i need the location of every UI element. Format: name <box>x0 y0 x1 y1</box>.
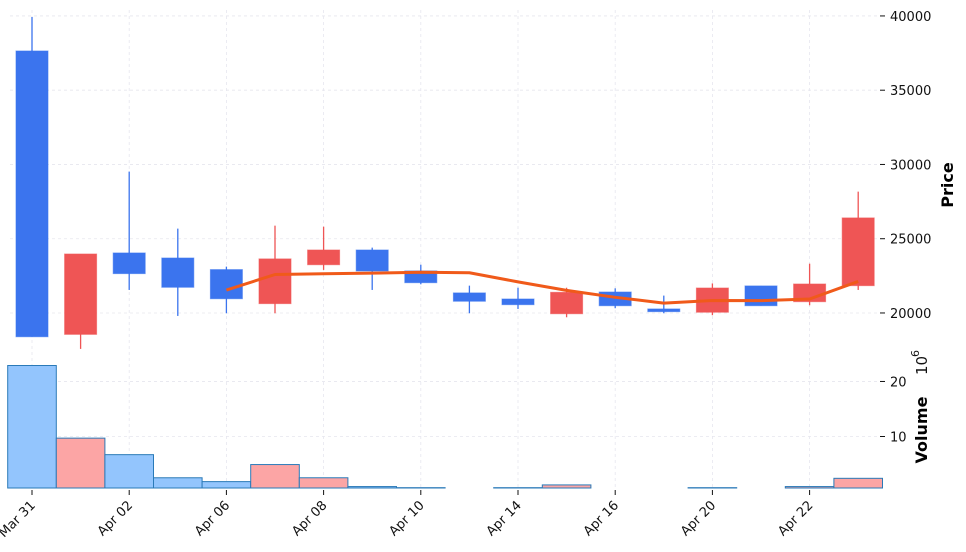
candle-body <box>64 253 98 335</box>
volume-bar <box>250 464 300 489</box>
volume-bar <box>104 454 154 489</box>
candle-body <box>258 258 292 305</box>
price-tick-label: 40000 <box>890 10 931 25</box>
volume-bar <box>55 437 106 489</box>
price-axis-ticks: 20000 25000 30000 35000 40000 <box>880 10 931 322</box>
volume-bar <box>7 365 57 489</box>
grid <box>10 10 878 488</box>
price-axis-label: Price <box>938 162 957 208</box>
volume-axis-label: Volume <box>912 396 931 463</box>
volume-tick-label: 20 <box>890 375 907 390</box>
candle-body <box>647 308 681 313</box>
candle-body <box>452 292 486 302</box>
volume-axis-label-group: Volume 10 6 <box>909 350 931 463</box>
volume-exponent: 10 <box>913 356 931 375</box>
date-tick-label: Apr 06 <box>192 498 233 539</box>
date-tick-label: Mar 31 <box>0 498 39 541</box>
volume-bar <box>347 486 397 489</box>
candles <box>15 16 875 349</box>
date-tick-label: Apr 14 <box>484 498 525 539</box>
volume-tick-label: 10 <box>890 430 907 445</box>
candle-body <box>841 217 875 287</box>
date-tick-label: Apr 16 <box>581 498 622 539</box>
candle-body <box>161 257 195 288</box>
price-tick-label: 25000 <box>890 233 931 248</box>
volume-bar <box>201 481 252 489</box>
candle-body <box>550 291 584 315</box>
price-tick-label: 30000 <box>890 158 931 173</box>
moving-average-line <box>225 270 859 305</box>
candle-body <box>112 252 146 275</box>
candle-body <box>15 50 49 338</box>
candle-body <box>744 285 778 307</box>
date-tick-label: Apr 10 <box>386 498 427 539</box>
price-tick-label: 35000 <box>890 84 931 99</box>
date-tick-label: Apr 08 <box>289 498 330 539</box>
volume-bar <box>784 486 835 489</box>
volume-bar <box>541 484 592 489</box>
volume-exponent-power: 6 <box>909 350 922 357</box>
price-tick-label: 20000 <box>890 307 931 322</box>
candle-body <box>355 249 389 272</box>
x-axis-ticks: Mar 31 Apr 02 Apr 06 Apr 08 Apr 10 Apr 14 Apr … <box>0 490 816 541</box>
candle-body <box>307 249 341 266</box>
volume-bar <box>153 477 203 489</box>
date-tick-label: Apr 20 <box>678 498 719 539</box>
date-tick-label: Apr 22 <box>775 498 816 539</box>
volume-bars <box>7 365 884 489</box>
volume-bar <box>833 477 884 489</box>
candle-body <box>209 269 243 300</box>
volume-bar <box>298 477 349 489</box>
candle-body <box>501 298 535 306</box>
date-tick-label: Apr 02 <box>95 498 136 539</box>
volume-axis-ticks: 10 20 <box>880 375 907 445</box>
